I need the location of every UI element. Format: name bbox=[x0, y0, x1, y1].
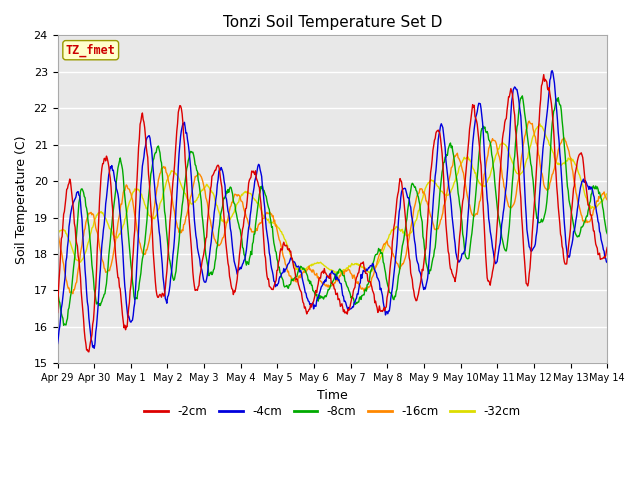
Text: TZ_fmet: TZ_fmet bbox=[66, 44, 116, 57]
X-axis label: Time: Time bbox=[317, 389, 348, 402]
Y-axis label: Soil Temperature (C): Soil Temperature (C) bbox=[15, 135, 28, 264]
Title: Tonzi Soil Temperature Set D: Tonzi Soil Temperature Set D bbox=[223, 15, 442, 30]
Legend: -2cm, -4cm, -8cm, -16cm, -32cm: -2cm, -4cm, -8cm, -16cm, -32cm bbox=[140, 401, 525, 423]
